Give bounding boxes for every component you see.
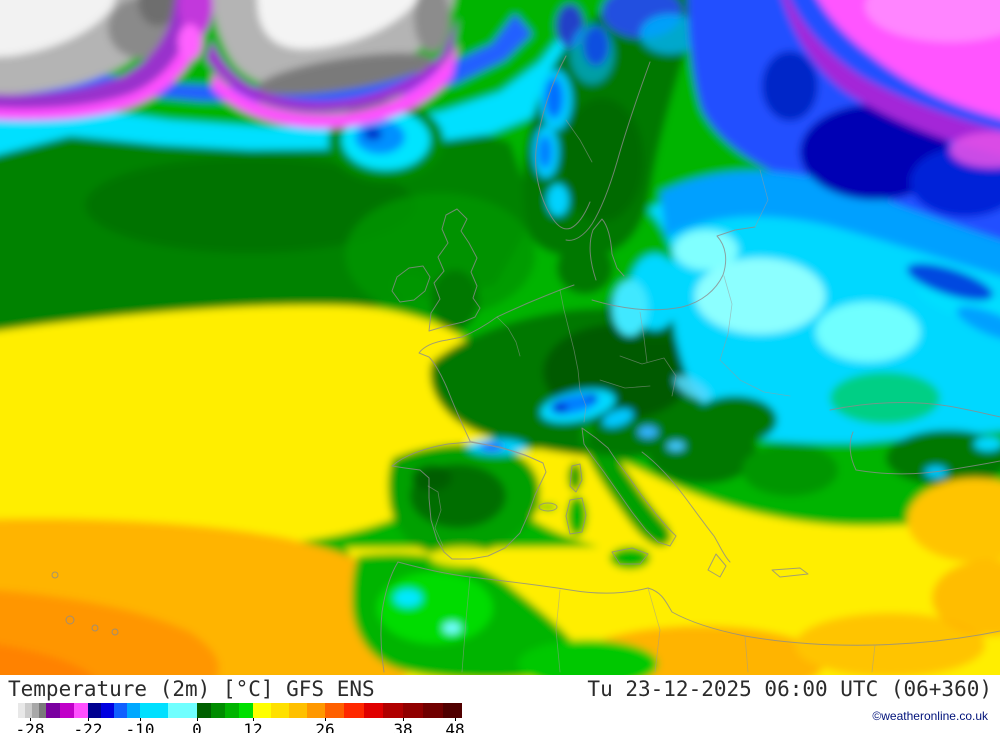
legend-tick-label: 0 [192, 720, 202, 733]
legend-segment [364, 703, 383, 718]
legend-tick-label: 38 [393, 720, 413, 733]
legend-segment [140, 703, 168, 718]
legend-tick-label: 12 [243, 720, 263, 733]
temperature-field [0, 0, 1000, 675]
legend-tick-mark [88, 718, 89, 721]
legend-tick-mark [197, 718, 198, 721]
legend-segment [271, 703, 289, 718]
legend-segment [39, 703, 46, 718]
legend-segment [101, 703, 114, 718]
legend-segment [239, 703, 253, 718]
legend-tick-label: -28 [15, 720, 45, 733]
legend-segment [423, 703, 443, 718]
legend-tick-mark [30, 718, 31, 721]
legend-segment [32, 703, 39, 718]
legend-segment [307, 703, 325, 718]
legend-tick-label: 26 [315, 720, 335, 733]
legend-segment [197, 703, 211, 718]
legend-segment [168, 703, 197, 718]
map-svg [0, 0, 1000, 675]
legend-bar [10, 703, 462, 718]
legend-segment [403, 703, 423, 718]
country-borders [427, 119, 876, 673]
legend-segment [114, 703, 127, 718]
legend-tick-label: -10 [125, 720, 155, 733]
legend-segment [383, 703, 403, 718]
legend-tick-mark [455, 718, 456, 721]
legend-segment [25, 703, 32, 718]
legend-segment [74, 703, 88, 718]
legend-tick-mark [403, 718, 404, 721]
legend-segment [127, 703, 140, 718]
legend-segment [211, 703, 225, 718]
legend-segment [46, 703, 60, 718]
map-title: Temperature (2m) [°C] GFS ENS [8, 677, 375, 701]
legend-segment [344, 703, 364, 718]
footer: Temperature (2m) [°C] GFS ENS Tu 23-12-2… [0, 675, 1000, 733]
legend-segment [18, 703, 25, 718]
legend-segment [253, 703, 271, 718]
temperature-map [0, 0, 1000, 675]
legend-segment [10, 703, 18, 718]
copyright-link[interactable]: ©weatheronline.co.uk [872, 709, 988, 723]
color-scale-legend: -28 -22 -10 0 12 26 38 48 [10, 703, 465, 733]
legend-segment [88, 703, 101, 718]
legend-tick-mark [325, 718, 326, 721]
legend-tick-mark [253, 718, 254, 721]
legend-tick-label: 48 [445, 720, 465, 733]
forecast-datetime: Tu 23-12-2025 06:00 UTC (06+360) [587, 677, 992, 701]
legend-segment [443, 703, 462, 718]
legend-tick-mark [140, 718, 141, 721]
legend-tick-label: -22 [73, 720, 103, 733]
legend-segment [289, 703, 307, 718]
legend-segment [325, 703, 344, 718]
legend-segment [225, 703, 239, 718]
legend-segment [60, 703, 74, 718]
coastlines [51, 55, 1000, 673]
